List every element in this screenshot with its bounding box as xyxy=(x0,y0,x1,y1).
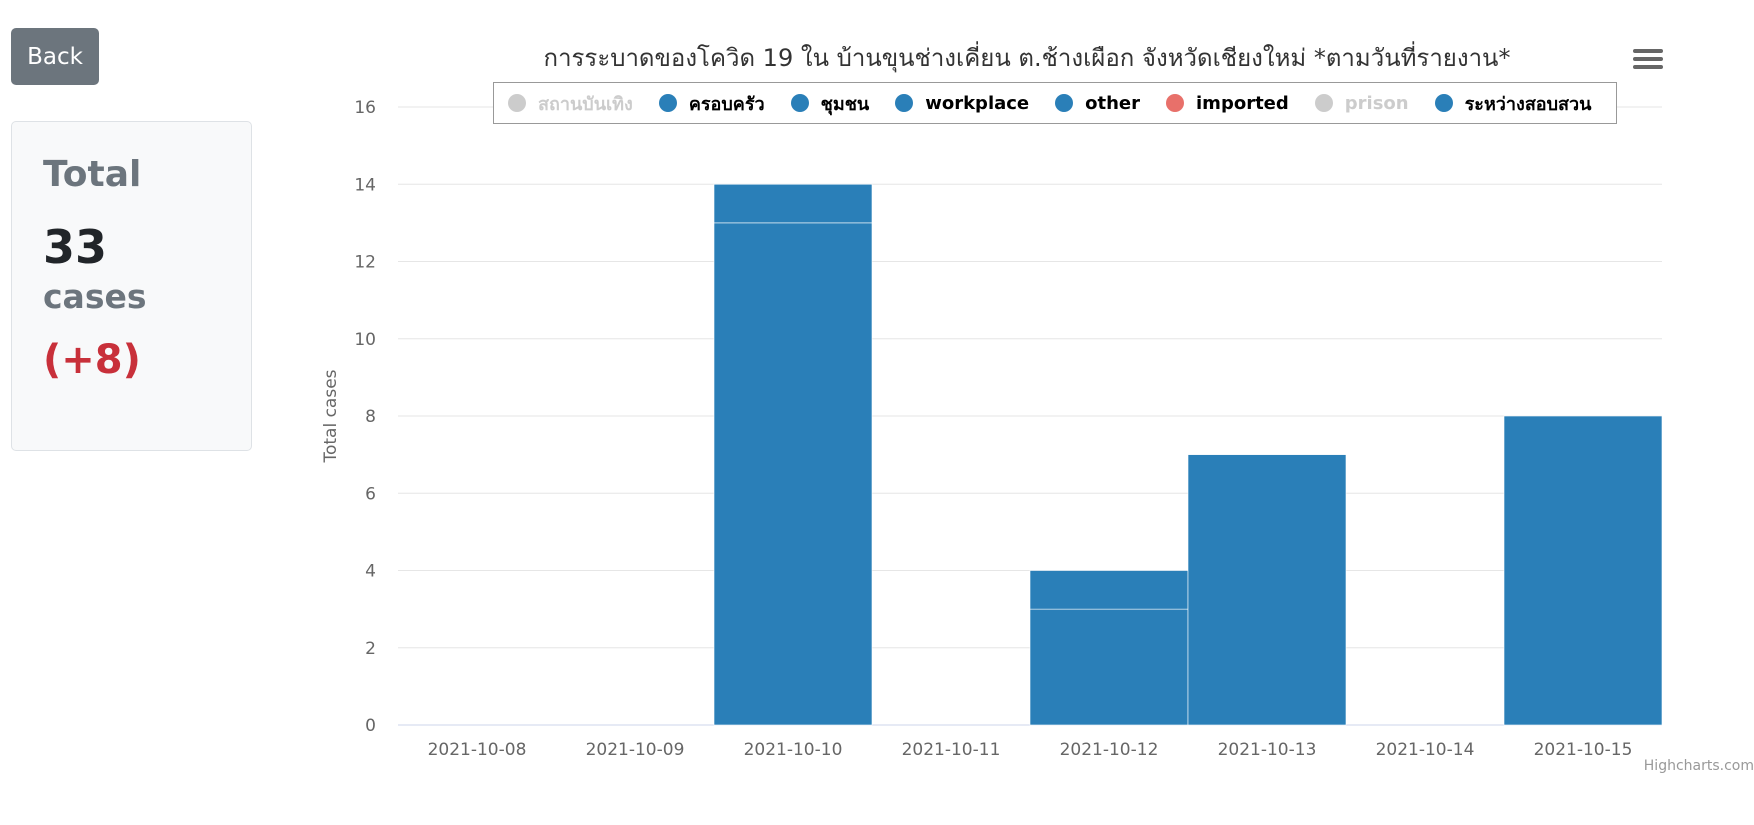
x-tick-label: 2021-10-09 xyxy=(586,740,685,760)
y-tick-label: 8 xyxy=(365,407,376,427)
legend-marker-icon xyxy=(508,94,526,112)
highcharts-credits[interactable]: Highcharts.com xyxy=(1643,758,1754,774)
legend-label: ระหว่างสอบสวน xyxy=(1464,93,1592,115)
legend-label: ชุมชน xyxy=(820,93,870,115)
legend-item[interactable]: imported xyxy=(1166,93,1289,114)
total-label: Total xyxy=(43,154,142,195)
y-tick-label: 2 xyxy=(365,639,376,659)
legend-label: ครอบครัว xyxy=(688,93,765,115)
legend-marker-icon xyxy=(658,94,677,112)
chart-plot: 0 2 4 6 8 10 12 14 16 Total cases 2021-10-08 2021-1… xyxy=(321,98,1663,760)
y-tick-label: 0 xyxy=(365,716,376,736)
bar-segment xyxy=(713,222,873,726)
legend-label: prison xyxy=(1344,92,1409,114)
chart-legend: สถานบันเทิง ครอบครัว ชุมชน workplace other im… xyxy=(493,82,1617,124)
legend-marker-icon xyxy=(1314,94,1333,112)
y-tick-label: 12 xyxy=(354,253,376,273)
bar-segment xyxy=(1029,570,1189,610)
legend-item[interactable]: workplace xyxy=(895,93,1029,114)
legend-marker-icon xyxy=(1055,94,1074,112)
y-tick-label: 16 xyxy=(354,98,376,118)
legend-label: workplace xyxy=(925,92,1030,114)
legend-item[interactable]: ครอบครัว xyxy=(658,89,765,118)
x-tick-label: 2021-10-13 xyxy=(1218,740,1317,760)
chart-title: การระบาดของโควิด 19 ใน บ้านขุนช่างเคี่ยน… xyxy=(543,44,1511,72)
x-tick-label: 2021-10-15 xyxy=(1534,740,1633,760)
x-tick-label: 2021-10-10 xyxy=(744,740,843,760)
chart-container: การระบาดของโควิด 19 ใน บ้านขุนช่างเคี่ยน… xyxy=(300,0,1754,825)
legend-item[interactable]: ชุมชน xyxy=(790,89,870,118)
bar-segment xyxy=(1187,454,1347,726)
legend-item[interactable]: other xyxy=(1055,93,1140,114)
x-tick-label: 2021-10-12 xyxy=(1060,740,1159,760)
legend-label: imported xyxy=(1196,92,1289,114)
bar-segment xyxy=(713,183,873,224)
total-cases-card: Total 33 cases (+8) xyxy=(11,121,252,451)
y-tick-label: 14 xyxy=(354,175,376,195)
back-button[interactable]: Back xyxy=(11,28,99,85)
legend-label: other xyxy=(1085,92,1141,114)
x-tick-label: 2021-10-08 xyxy=(428,740,527,760)
total-number: 33 xyxy=(43,220,108,274)
legend-marker-icon xyxy=(895,94,914,112)
hamburger-menu-icon[interactable] xyxy=(1633,49,1663,73)
legend-marker-icon xyxy=(1434,94,1453,112)
legend-marker-icon xyxy=(790,94,809,112)
x-tick-label: 2021-10-14 xyxy=(1376,740,1475,760)
legend-item[interactable]: prison xyxy=(1314,92,1409,114)
bar-segment xyxy=(1503,415,1663,726)
legend-item[interactable]: สถานบันเทิง xyxy=(508,89,633,118)
y-tick-label: 10 xyxy=(354,330,376,350)
total-delta: (+8) xyxy=(43,337,141,383)
legend-label: สถานบันเทิง xyxy=(538,93,633,115)
legend-marker-icon xyxy=(1166,94,1185,112)
bar-segment xyxy=(1029,608,1189,726)
legend-item[interactable]: ระหว่างสอบสวน xyxy=(1434,89,1592,118)
y-axis-title: Total cases xyxy=(321,369,341,463)
y-tick-label: 6 xyxy=(365,484,376,504)
total-unit: cases xyxy=(43,277,147,316)
x-tick-label: 2021-10-11 xyxy=(902,740,1001,760)
y-tick-label: 4 xyxy=(365,562,376,582)
